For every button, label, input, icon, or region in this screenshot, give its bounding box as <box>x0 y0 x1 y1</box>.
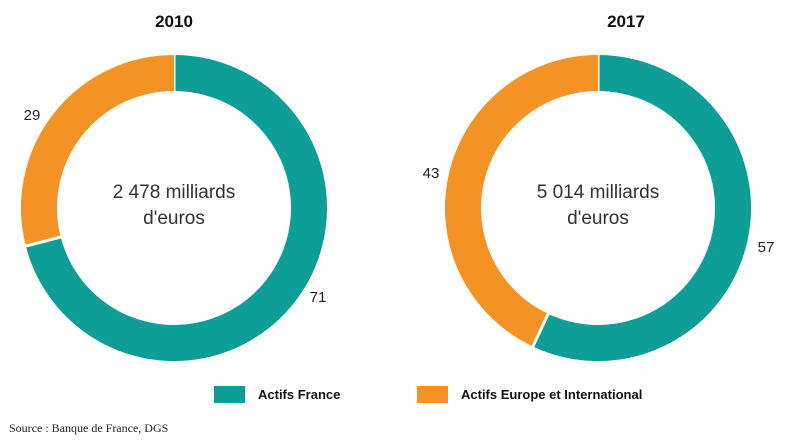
donut-slice-2017-europe <box>445 55 599 347</box>
data-label-2010-europe: 29 <box>24 107 41 124</box>
legend-swatch-europe <box>417 386 448 403</box>
center-label-2017: d'euros <box>567 208 629 229</box>
legend-label-europe: Actifs Europe et International <box>461 387 643 402</box>
data-label-2010-france: 71 <box>310 289 327 306</box>
center-label-2010: d'euros <box>143 208 205 229</box>
slice-separator <box>531 312 550 348</box>
source-note: Source : Banque de France, DGS <box>9 421 169 435</box>
center-label-2017: 5 014 milliards <box>537 182 660 203</box>
donut-slice-2010-europe <box>21 55 175 247</box>
legend-swatch-france <box>214 386 245 403</box>
chart-title-2010: 2010 <box>155 12 193 31</box>
donut-slice-2017-france <box>532 55 751 361</box>
center-label-2010: 2 478 milliards <box>113 182 236 203</box>
data-label-2017-france: 57 <box>758 239 775 256</box>
chart-title-2017: 2017 <box>607 12 645 31</box>
donut-slice-2010-france <box>25 55 327 361</box>
legend-item-actifs-france: Actifs France <box>214 386 340 403</box>
legend-label-france: Actifs France <box>258 387 341 402</box>
legend-item-actifs-europe: Actifs Europe et International <box>417 386 642 403</box>
slice-separator <box>24 235 63 248</box>
data-label-2017-europe: 43 <box>423 165 440 182</box>
donut-charts: 71 29 2 478 milliards d'euros 57 43 5 014 mill… <box>21 54 775 361</box>
